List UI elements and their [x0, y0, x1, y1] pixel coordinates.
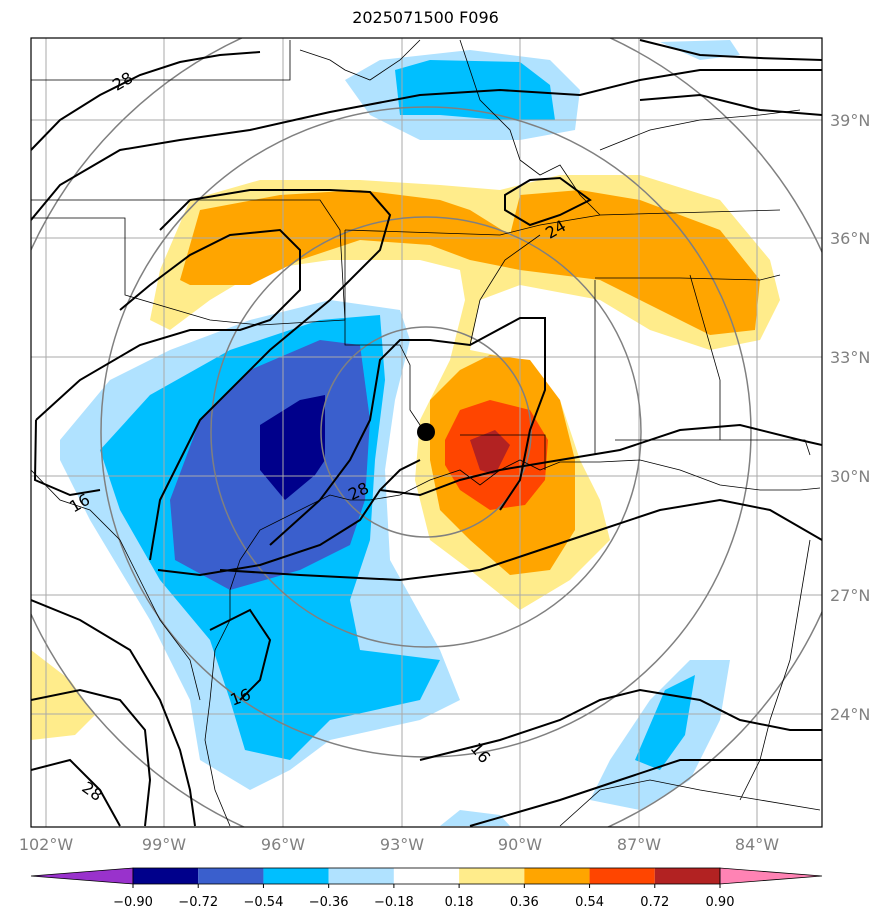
- colorbar: −0.90 −0.72 −0.54 −0.36 −0.18 0.18 0.36 0.54 0.7…: [30, 867, 823, 910]
- height-contours: [31, 39, 822, 827]
- lat-labels: 39°N 36°N 33°N 30°N 27°N 24°N: [830, 111, 870, 724]
- boundaries: [31, 39, 821, 827]
- shaded-field: [31, 40, 780, 826]
- lon-label-90w: 90°W: [498, 835, 542, 854]
- field-orange-band: [180, 190, 760, 335]
- lon-label-96w: 96°W: [261, 835, 305, 854]
- field-sky-blue-gulf: [635, 675, 695, 770]
- colorbar-frame: [132, 867, 721, 885]
- colorbar-segment: [654, 868, 720, 884]
- lon-label-84w: 84°W: [735, 835, 779, 854]
- colorbar-segment: [198, 868, 264, 884]
- lat-label-36n: 36°N: [830, 229, 870, 248]
- colorbar-segment: [459, 868, 525, 884]
- lat-label-33n: 33°N: [830, 348, 870, 367]
- colorbar-extend-high: [719, 867, 823, 885]
- storm-center-marker: [417, 423, 435, 441]
- colorbar-segment: [328, 868, 394, 884]
- plot-frame: [30, 37, 823, 828]
- lat-label-30n: 30°N: [830, 467, 870, 486]
- colorbar-tick-label: −0.90: [113, 895, 153, 910]
- colorbar-tick-label: 0.72: [640, 895, 669, 910]
- colorbar-tick-label: −0.18: [374, 895, 414, 910]
- field-navy: [260, 395, 325, 500]
- range-rings: [31, 38, 822, 827]
- lon-label-93w: 93°W: [380, 835, 424, 854]
- lon-label-99w: 99°W: [142, 835, 186, 854]
- lon-label-87w: 87°W: [617, 835, 661, 854]
- colorbar-segment: [524, 868, 590, 884]
- colorbar-tick-label: −0.54: [244, 895, 284, 910]
- colorbar-tick-label: −0.36: [309, 895, 349, 910]
- lon-labels: 102°W 99°W 96°W 93°W 90°W 87°W 84°W: [19, 835, 779, 854]
- lat-label-27n: 27°N: [830, 586, 870, 605]
- colorbar-segment: [263, 868, 329, 884]
- lon-label-102w: 102°W: [19, 835, 74, 854]
- colorbar-tick-label: −0.72: [178, 895, 218, 910]
- lat-label-39n: 39°N: [830, 111, 870, 130]
- colorbar-tick-label: 0.18: [445, 895, 474, 910]
- colorbar-extend-low: [30, 867, 134, 885]
- colorbar-tick-label: 0.90: [706, 895, 735, 910]
- map-plot-area: 28 24 28 16 16 16 28: [31, 38, 822, 827]
- field-yellow-west-edge: [31, 650, 95, 740]
- colorbar-segment: [133, 868, 199, 884]
- graticule: [31, 38, 822, 827]
- field-firebrick: [470, 430, 510, 475]
- lat-label-24n: 24°N: [830, 705, 870, 724]
- colorbar-tick-label: 0.54: [575, 895, 604, 910]
- map-title: 2025071500 F096: [352, 8, 499, 27]
- colorbar-tick-label: 0.36: [510, 895, 539, 910]
- field-light-blue-south: [440, 810, 510, 826]
- colorbar-segment: [589, 868, 655, 884]
- colorbar-segment: [393, 868, 460, 884]
- field-sky-blue-north: [395, 60, 555, 120]
